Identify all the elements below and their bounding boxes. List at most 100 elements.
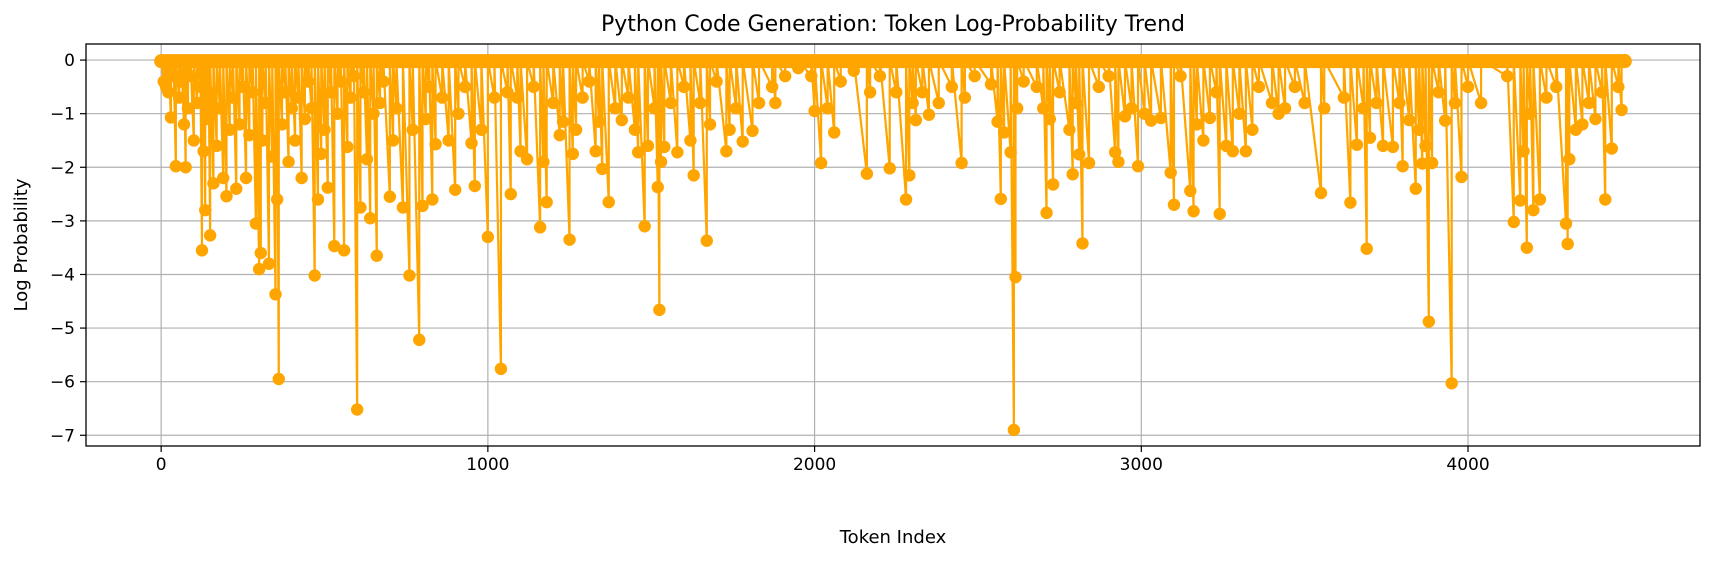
data-point (746, 124, 759, 138)
data-point (367, 107, 380, 120)
x-tick-label: 1000 (466, 455, 509, 475)
data-point (1233, 107, 1246, 120)
data-point (442, 134, 455, 147)
data-point (187, 134, 201, 147)
data-point (1540, 91, 1553, 104)
data-point (252, 262, 266, 276)
y-tick-label: 0 (64, 51, 75, 71)
data-point (370, 249, 383, 262)
data-point (1514, 194, 1527, 207)
data-point (386, 134, 400, 147)
data-point (1092, 80, 1106, 94)
data-point (596, 162, 609, 176)
data-point (202, 86, 215, 99)
data-point (566, 147, 580, 161)
data-point (821, 102, 834, 115)
data-point (416, 199, 429, 213)
data-point (684, 134, 697, 147)
y-tick-label: −4 (50, 265, 75, 285)
data-point (230, 182, 243, 195)
data-point (501, 86, 514, 99)
data-point (906, 96, 919, 110)
data-point (520, 153, 534, 166)
y-tick-label: −1 (50, 105, 75, 125)
data-point (318, 123, 331, 136)
data-point (1563, 153, 1576, 166)
data-point (694, 96, 707, 110)
data-point (700, 234, 713, 247)
data-point (1102, 69, 1115, 83)
data-point (563, 233, 576, 246)
data-point (553, 128, 566, 142)
data-point (1009, 270, 1022, 284)
data-point (1043, 112, 1057, 126)
data-point (262, 257, 276, 270)
data-point (1350, 138, 1364, 151)
axes: 0 1000 2000 3000 4000 0 −1 −2 −3 −4 −5 −6 −7 (50, 43, 1701, 475)
data-point (1507, 215, 1520, 229)
data-point (233, 118, 246, 131)
data-point (1474, 96, 1488, 110)
data-point (651, 180, 664, 194)
data-point (419, 112, 432, 126)
data-point (422, 80, 436, 94)
data-point (1445, 377, 1458, 390)
data-point (190, 96, 204, 110)
plot-area (154, 53, 1632, 437)
data-point (1461, 80, 1475, 94)
data-point (275, 118, 289, 131)
data-point (341, 140, 354, 154)
data-point (569, 123, 583, 136)
data-point (266, 150, 279, 163)
data-point (765, 80, 779, 94)
data-point (1265, 96, 1279, 110)
data-point (922, 108, 936, 121)
data-point (292, 91, 305, 104)
data-point (991, 115, 1004, 128)
data-point (890, 86, 903, 99)
data-point (860, 167, 874, 180)
data-point (602, 195, 615, 209)
data-point (311, 193, 325, 206)
data-point (468, 179, 481, 193)
y-tick-label: −2 (50, 158, 75, 178)
data-point (1559, 217, 1573, 230)
data-point (641, 139, 655, 153)
data-point (1561, 237, 1574, 251)
data-point (1589, 112, 1602, 126)
data-point (435, 91, 449, 104)
data-point (298, 112, 312, 126)
data-point (1523, 107, 1537, 120)
data-point (547, 96, 560, 110)
data-point (1357, 102, 1370, 115)
data-point (403, 269, 416, 282)
data-point (334, 75, 348, 88)
data-point (1037, 102, 1050, 115)
data-point (406, 123, 419, 136)
data-point (1576, 118, 1589, 131)
data-point (703, 118, 717, 131)
y-tick-label: −7 (50, 426, 75, 446)
data-point (1246, 123, 1259, 136)
data-point (383, 190, 397, 203)
data-point (932, 96, 945, 110)
data-point (1278, 102, 1292, 115)
data-point (1337, 91, 1351, 104)
y-axis-label: Log Probability (11, 178, 32, 311)
data-point (246, 86, 259, 99)
data-point (778, 69, 792, 83)
data-point (1073, 148, 1086, 161)
data-point (279, 86, 292, 99)
data-point (592, 115, 606, 128)
data-point (179, 161, 192, 174)
data-point (847, 64, 860, 78)
data-point (475, 123, 488, 136)
data-point (373, 96, 387, 110)
data-point (1376, 139, 1390, 153)
data-point (488, 91, 501, 104)
data-point (1386, 140, 1400, 154)
data-point (1017, 75, 1030, 88)
data-point (805, 69, 818, 83)
data-point (390, 102, 403, 115)
data-point (217, 171, 230, 185)
